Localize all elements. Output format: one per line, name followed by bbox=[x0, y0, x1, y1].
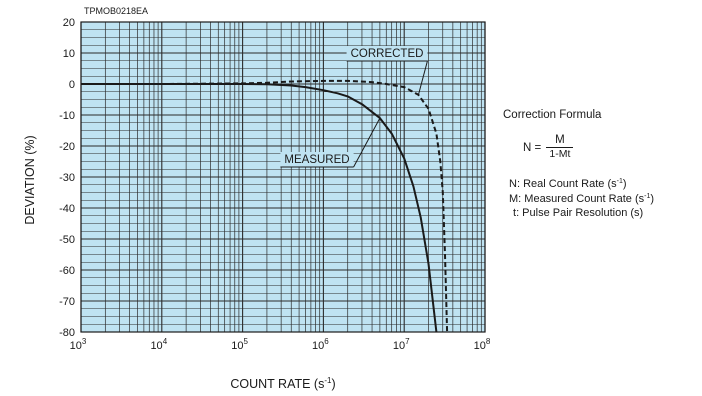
definition-m: M: Measured Count Rate (s-1) bbox=[509, 192, 655, 205]
definition-n: N: Real Count Rate (s-1) bbox=[509, 178, 627, 190]
x-tick-label: 103 bbox=[70, 337, 87, 352]
formula-lhs: N = bbox=[523, 141, 542, 154]
y-tick-label: 10 bbox=[63, 48, 75, 60]
y-tick-label: 20 bbox=[63, 17, 75, 29]
callout-label-corrected: CORRECTED bbox=[351, 48, 424, 60]
callout-label-bg bbox=[280, 152, 354, 167]
y-tick-label: -70 bbox=[59, 296, 75, 308]
y-tick-label: -20 bbox=[59, 141, 75, 153]
y-tick-label: -50 bbox=[59, 234, 75, 246]
y-tick-label: -40 bbox=[59, 203, 75, 215]
curves-layer bbox=[81, 79, 449, 333]
correction-formula-panel: Correction Formula N = M 1-Mt N: Real Co… bbox=[503, 108, 654, 219]
y-tick-label: -80 bbox=[59, 327, 75, 339]
correction-formula: N = M 1-Mt bbox=[523, 134, 574, 161]
x-tick-label: 108 bbox=[474, 337, 491, 352]
y-tick-label: -10 bbox=[59, 110, 75, 122]
plot-frame bbox=[80, 21, 486, 333]
formula-denominator: 1-Mt bbox=[549, 148, 571, 160]
callouts-layer: CORRECTED MEASURED bbox=[280, 46, 428, 168]
y-tick-labels: 20 10 0 -10 -20 -30 -40 -50 -60 -70 -80 bbox=[59, 17, 75, 339]
callout-measured: MEASURED bbox=[280, 117, 381, 168]
formula-fraction: M 1-Mt bbox=[546, 134, 574, 161]
x-tick-label: 106 bbox=[312, 337, 329, 352]
formula-definitions: N: Real Count Rate (s-1) M: Measured Cou… bbox=[509, 177, 654, 221]
callout-label-bg bbox=[346, 46, 428, 61]
series-line-measured bbox=[81, 83, 438, 333]
image-code: TPMOB0218EA bbox=[84, 6, 148, 16]
y-axis-title: DEVIATION (%) bbox=[23, 135, 37, 224]
x-tick-labels: 103 104 105 106 107 108 bbox=[70, 337, 491, 352]
x-tick-label: 107 bbox=[393, 337, 410, 352]
callout-label-measured: MEASURED bbox=[284, 154, 349, 166]
formula-title: Correction Formula bbox=[503, 109, 602, 121]
x-tick-label: 105 bbox=[231, 337, 248, 352]
y-tick-label: -60 bbox=[59, 265, 75, 277]
x-tick-label: 104 bbox=[150, 337, 167, 352]
callout-leader bbox=[353, 117, 381, 168]
series-line-corrected bbox=[81, 79, 449, 333]
formula-numerator: M bbox=[546, 134, 574, 148]
definition-t: t: Pulse Pair Resolution (s) bbox=[513, 207, 644, 219]
callout-corrected: CORRECTED bbox=[346, 46, 428, 95]
y-tick-label: 0 bbox=[69, 79, 75, 91]
callout-leader bbox=[417, 60, 428, 95]
x-axis-title: COUNT RATE (s-1) bbox=[230, 376, 335, 391]
y-tick-label: -30 bbox=[59, 172, 75, 184]
